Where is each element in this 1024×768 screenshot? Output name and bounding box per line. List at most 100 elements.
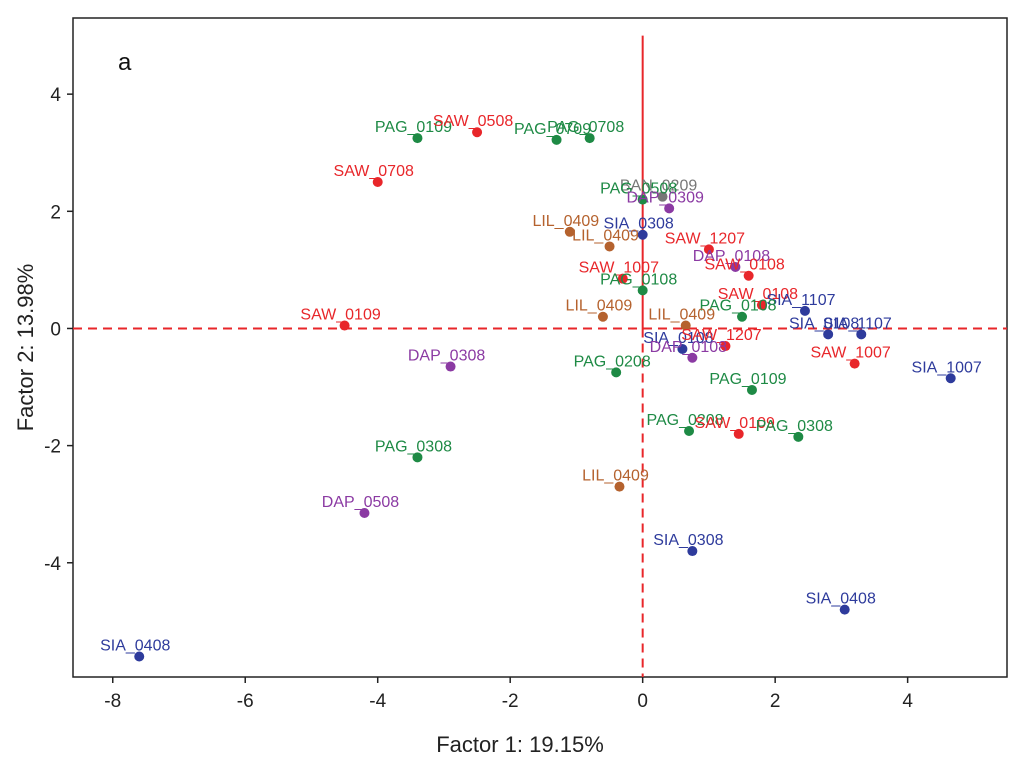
point-saw-1007	[617, 273, 628, 284]
point-sia-0108	[823, 329, 834, 340]
point-sia-1107	[799, 305, 810, 316]
point-saw-0708	[372, 177, 383, 188]
point-label: SAW_1007	[810, 345, 890, 362]
point-dap-0508	[359, 507, 370, 518]
point-label: SIA_1107	[823, 315, 892, 332]
point-label: DAP_0108	[693, 248, 770, 265]
point-label: PAG_0109	[709, 371, 786, 388]
x-tick-label: -8	[104, 691, 121, 712]
point-saw-1007	[849, 358, 860, 369]
point-sia-0108	[677, 343, 688, 354]
point-saw-0109	[733, 428, 744, 439]
point-lil-0409	[680, 320, 691, 331]
point-label: SIA_0408	[806, 591, 876, 608]
point-label: SAW_0109	[695, 415, 775, 432]
point-sia-0408	[839, 604, 850, 615]
point-dap-0108	[687, 352, 698, 363]
point-saw-0508	[472, 127, 483, 138]
point-pag-0709	[551, 134, 562, 145]
point-label: PAG_0108	[600, 271, 677, 288]
point-label: DAP_0508	[322, 494, 399, 511]
point-label: SIA_0308	[604, 216, 674, 233]
point-lil-0409	[614, 481, 625, 492]
point-label: DAP_0308	[408, 348, 485, 365]
point-label: SAW_0508	[433, 113, 513, 130]
point-label: PAG_0709	[514, 121, 591, 138]
y-tick-label: -2	[44, 437, 61, 458]
point-label: SIA_1007	[912, 359, 982, 376]
point-pag-0108	[737, 311, 748, 322]
point-label: SAW_1207	[665, 230, 745, 247]
point-label: SIA_0408	[100, 637, 170, 654]
point-sia-0308	[637, 229, 648, 240]
point-saw-1207	[720, 341, 731, 352]
point-pag-0308	[412, 452, 423, 463]
point-pag-0109	[412, 133, 423, 144]
point-label: PAG_0108	[699, 298, 776, 315]
x-tick-label: -2	[502, 691, 519, 712]
reference-lines	[73, 35, 1007, 677]
point-label: LIL_0409	[572, 227, 639, 244]
point-label: PAG_0508	[600, 181, 677, 198]
point-label: SAW_0708	[334, 163, 414, 180]
point-label: PAG_0208	[574, 353, 651, 370]
point-label: SAW_0108	[718, 286, 798, 303]
point-label: SAW_1207	[681, 327, 761, 344]
y-tick-label: 0	[50, 319, 61, 340]
x-tick-label: 2	[770, 691, 781, 712]
point-pag-0708	[584, 133, 595, 144]
point-pag-0108	[637, 285, 648, 296]
point-label: DAP_0309	[626, 189, 703, 206]
point-label: SAW_0109	[300, 307, 380, 324]
point-sia-1107	[856, 329, 867, 340]
point-label: LIL_0409	[582, 468, 649, 485]
point-label: BAN_0209	[620, 178, 697, 195]
point-label: PAG_0708	[547, 119, 624, 136]
point-saw-0108	[756, 300, 767, 311]
point-label: LIL_0409	[532, 213, 599, 230]
point-label: SIA_0108	[643, 330, 713, 347]
point-label: PAG_0308	[756, 418, 833, 435]
x-tick-label: 4	[902, 691, 913, 712]
point-sia-0308	[687, 546, 698, 557]
point-lil-0409	[597, 311, 608, 322]
y-tick-label: -4	[44, 554, 61, 575]
point-dap-0308	[445, 361, 456, 372]
point-pag-0508	[637, 194, 648, 205]
point-pag-0109	[746, 384, 757, 395]
point-dap-0309	[664, 203, 675, 214]
point-saw-0108	[743, 270, 754, 281]
point-label: LIL_0409	[648, 307, 715, 324]
panel-label: a	[118, 49, 132, 76]
y-tick-label: 2	[50, 202, 61, 223]
point-sia-1007	[945, 373, 956, 384]
plot-frame	[72, 17, 1008, 678]
point-label: DAP_0108	[650, 339, 727, 356]
point-label: PAG_0308	[375, 438, 452, 455]
point-pag-0208	[611, 367, 622, 378]
point-label: PAG_0109	[375, 119, 452, 136]
x-tick-label: 0	[637, 691, 648, 712]
point-dap-0108	[730, 261, 741, 272]
point-label: SAW_1007	[579, 260, 659, 277]
point-label: PAG_0208	[646, 412, 723, 429]
x-tick-label: -4	[369, 691, 386, 712]
point-lil-0409	[604, 241, 615, 252]
data-points	[134, 127, 956, 662]
axis-ticks: -8 -6 -4 -2 0 2 4 -4 -2 0 2 4	[44, 85, 913, 712]
x-axis-title: Factor 1: 19.15%	[436, 732, 604, 757]
point-label: SIA_0108	[789, 315, 859, 332]
point-pag-0308	[793, 431, 804, 442]
point-ban-0209	[657, 191, 668, 202]
y-axis-title: Factor 2: 13.98%	[13, 264, 38, 432]
point-saw-1207	[703, 244, 714, 255]
point-label: SAW_0108	[704, 257, 784, 274]
point-sia-0408	[134, 651, 145, 662]
y-tick-label: 4	[50, 85, 61, 106]
point-pag-0208	[684, 425, 695, 436]
point-saw-0109	[339, 320, 350, 331]
point-lil-0409	[564, 226, 575, 237]
x-tick-label: -6	[237, 691, 254, 712]
